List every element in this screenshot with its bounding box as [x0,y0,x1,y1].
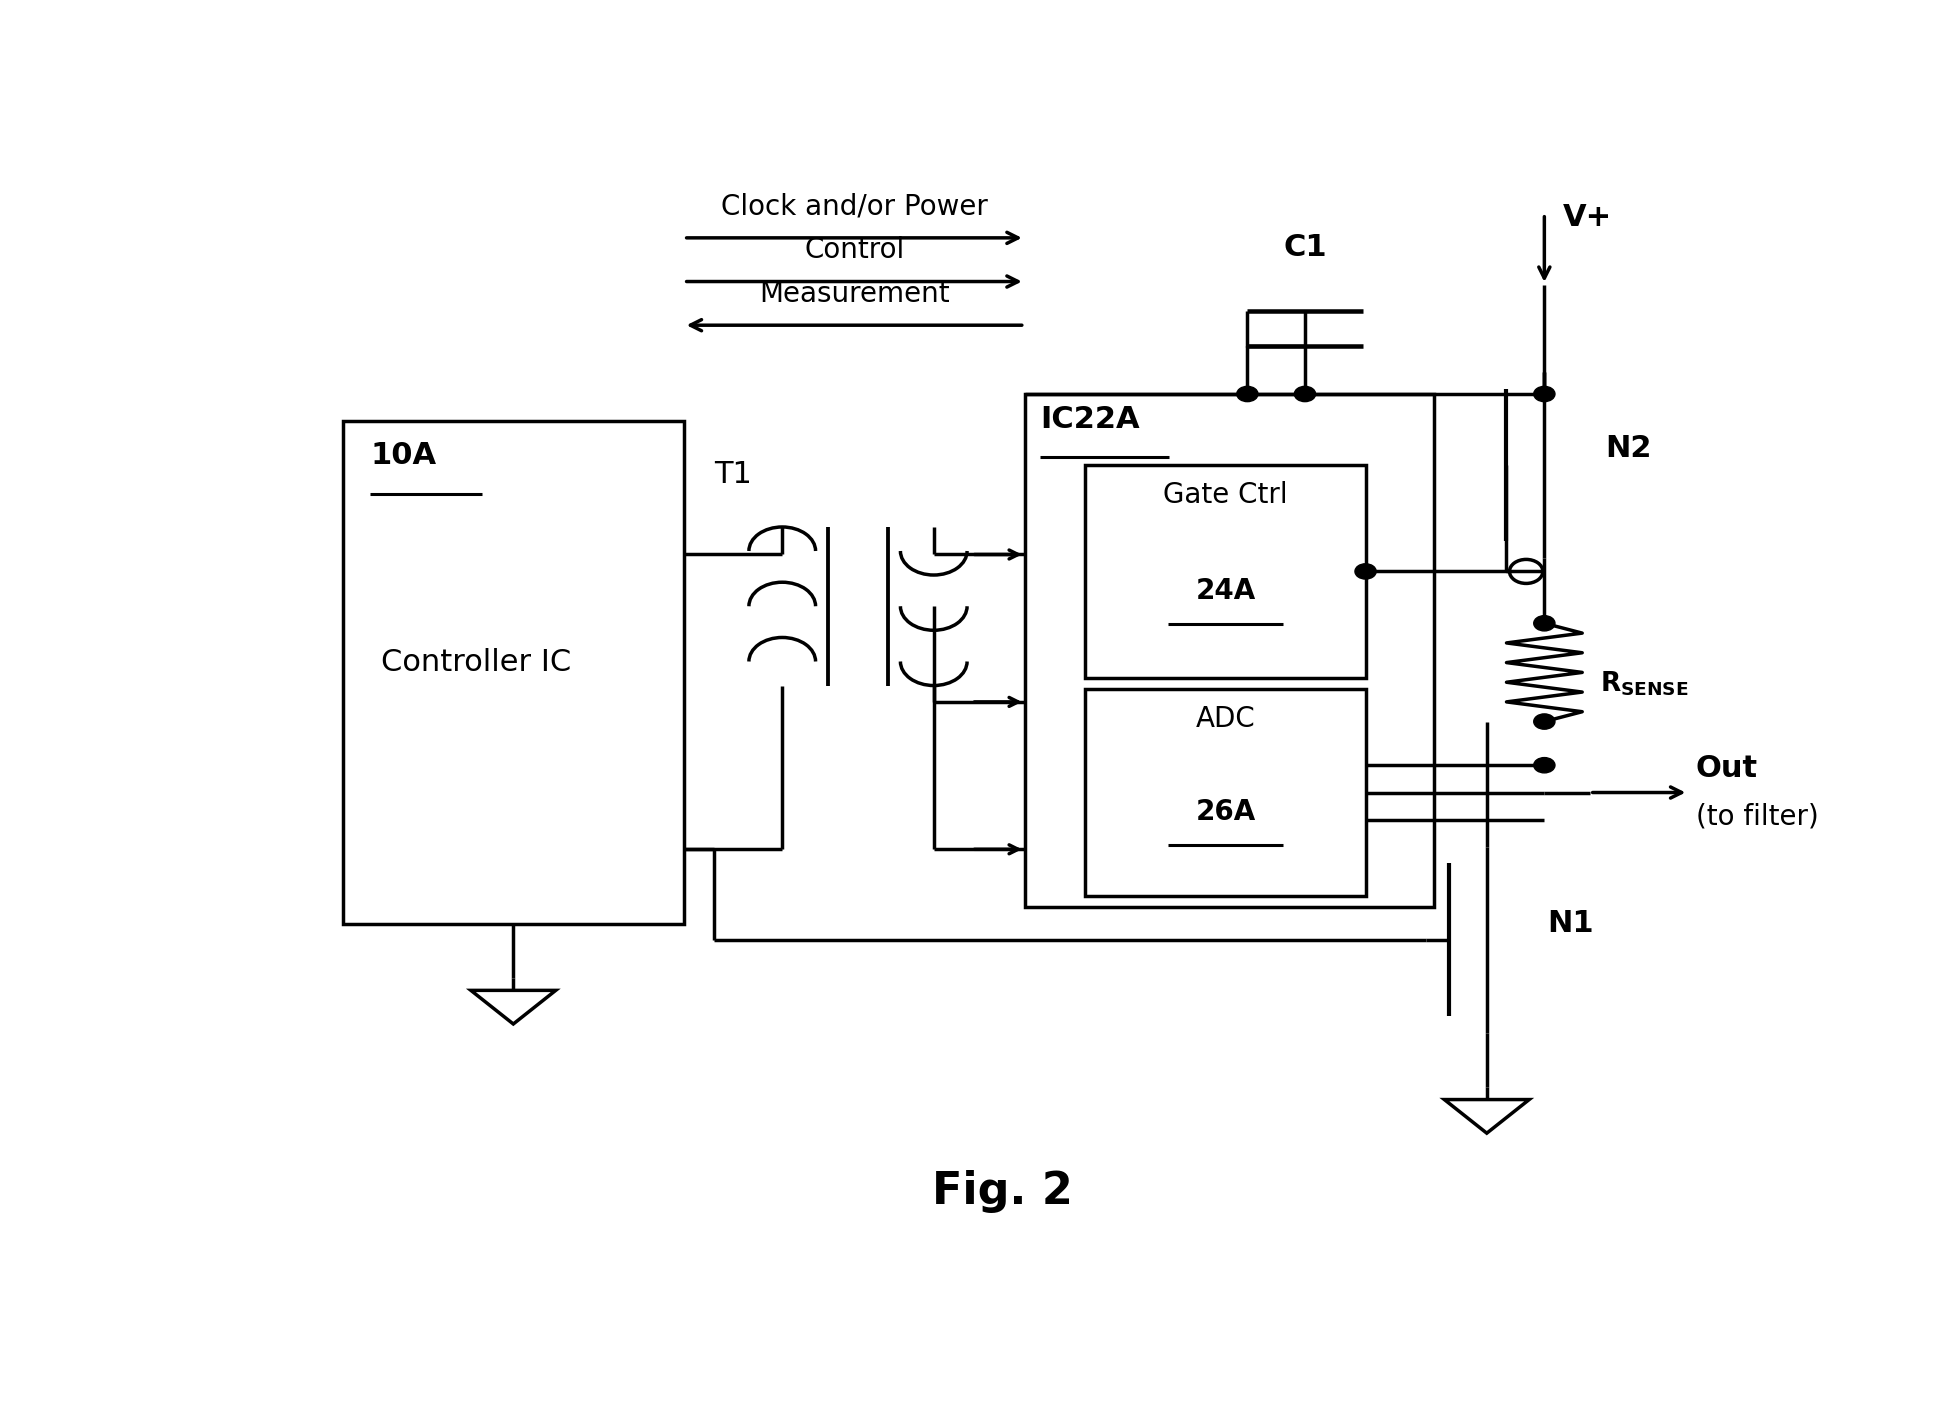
Text: ADC: ADC [1196,705,1255,733]
Bar [1085,465,1365,678]
Circle shape [1535,386,1554,401]
Text: IC22A: IC22A [1040,406,1140,434]
Circle shape [1238,386,1257,401]
Text: 24A: 24A [1195,577,1255,605]
Text: N2: N2 [1605,434,1652,464]
Text: Measurement: Measurement [759,279,950,308]
Circle shape [1535,713,1554,729]
Text: T1: T1 [714,459,753,489]
Text: Gate Ctrl: Gate Ctrl [1163,481,1288,509]
Bar [342,421,684,923]
Text: C1: C1 [1282,233,1327,262]
Text: Fig. 2: Fig. 2 [931,1170,1073,1212]
Circle shape [1535,615,1554,631]
Text: $\mathbf{R_{SENSE}}$: $\mathbf{R_{SENSE}}$ [1601,669,1689,698]
Circle shape [1355,564,1376,579]
Text: Clock and/or Power: Clock and/or Power [721,193,987,220]
Text: Control: Control [804,235,905,264]
Text: 10A: 10A [369,441,436,469]
Circle shape [1294,386,1316,401]
Text: Out: Out [1695,754,1758,783]
Text: (to filter): (to filter) [1695,803,1818,831]
Text: V+: V+ [1562,203,1611,233]
Text: Controller IC: Controller IC [381,648,571,676]
Polygon shape [1445,1099,1529,1133]
Text: 26A: 26A [1195,798,1255,825]
Circle shape [1535,757,1554,773]
Text: N1: N1 [1546,909,1593,939]
Polygon shape [471,990,555,1024]
Bar [1085,689,1365,896]
Bar [1024,394,1433,908]
